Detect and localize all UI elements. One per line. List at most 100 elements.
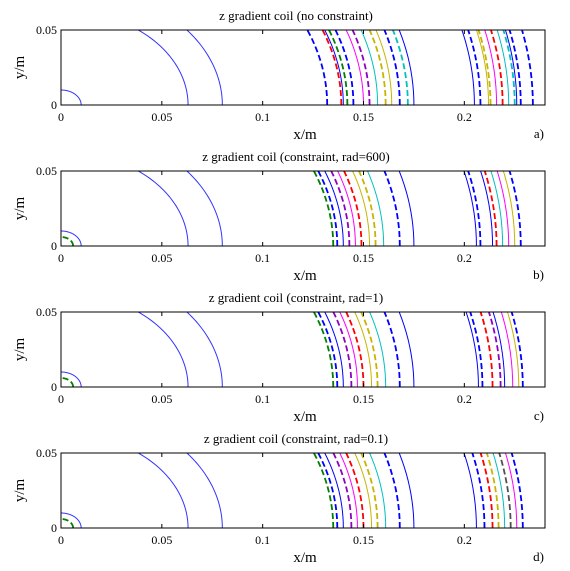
contour-line xyxy=(137,453,189,528)
x-tick-label: 0 xyxy=(58,110,64,124)
contour-line xyxy=(504,453,518,528)
panel-d: z gradient coil (constraint, rad=0.1) y/… xyxy=(12,431,546,566)
contour-line xyxy=(324,30,344,105)
plot-frame xyxy=(60,170,546,247)
contour-line xyxy=(321,30,343,105)
contour-line xyxy=(330,171,351,246)
contour-line xyxy=(398,30,415,105)
contour-line xyxy=(496,171,510,246)
contour-line xyxy=(312,312,335,387)
contour-line xyxy=(369,312,387,387)
panel-label: c) xyxy=(534,408,544,423)
plot-frame xyxy=(60,311,546,388)
contour-line xyxy=(317,171,339,246)
x-tick-label: 0.05 xyxy=(151,251,172,265)
contour-line xyxy=(352,171,371,246)
curves xyxy=(61,171,522,246)
contour-line xyxy=(510,453,524,528)
contour-line xyxy=(383,171,401,246)
contour-line xyxy=(345,312,365,387)
contour-line xyxy=(324,171,344,246)
panel-c: z gradient coil (constraint, rad=1) y/m … xyxy=(12,290,546,425)
x-tick-label: 0.15 xyxy=(353,110,374,124)
panel-label: a) xyxy=(534,126,544,141)
plot-frame xyxy=(60,452,546,529)
x-tick-label: 0.1 xyxy=(255,392,270,406)
chart-title: z gradient coil (constraint, rad=600) xyxy=(202,149,389,164)
contour-line xyxy=(479,312,494,387)
contour-line xyxy=(383,453,401,528)
contour-line xyxy=(463,453,477,528)
contour-line xyxy=(317,453,339,528)
panel-label: b) xyxy=(533,267,544,282)
contour-line xyxy=(502,171,516,246)
contour-line xyxy=(186,30,223,105)
contour-line xyxy=(480,171,494,246)
contour-line xyxy=(61,236,74,246)
contour-line xyxy=(360,453,379,528)
y-tick-label: 0.05 xyxy=(36,305,57,319)
contour-line xyxy=(345,453,365,528)
x-tick-label: 0.15 xyxy=(353,392,374,406)
contour-line xyxy=(61,89,82,105)
x-tick-label: 0.1 xyxy=(255,533,270,547)
contour-line xyxy=(479,453,494,528)
contour-line xyxy=(328,30,349,105)
x-tick-label: 0.05 xyxy=(151,533,172,547)
chart-title: z gradient coil (constraint, rad=1) xyxy=(209,290,383,305)
contour-line xyxy=(61,512,82,528)
x-tick-label: 0.2 xyxy=(457,533,472,547)
contour-line xyxy=(487,312,502,387)
panel-label: d) xyxy=(533,549,544,564)
contour-line xyxy=(343,171,363,246)
contour-line xyxy=(498,453,512,528)
contour-line xyxy=(332,453,353,528)
x-axis-label: x/m xyxy=(293,127,317,143)
contour-line xyxy=(137,30,189,105)
ticks: 0 0.05 0.1 0.15 0.2 0 0.05 xyxy=(36,164,545,265)
curves xyxy=(61,30,534,105)
contour-line xyxy=(332,312,353,387)
chart-title: z gradient coil (constraint, rad=0.1) xyxy=(204,431,388,446)
contour-line xyxy=(485,453,500,528)
curves xyxy=(61,312,524,387)
x-tick-label: 0.1 xyxy=(255,251,270,265)
x-axis-label: x/m xyxy=(293,268,317,284)
contour-line xyxy=(366,171,385,246)
contour-line xyxy=(506,312,520,387)
contour-line xyxy=(471,453,486,528)
contour-line xyxy=(360,30,379,105)
y-axis-label: y/m xyxy=(12,338,28,362)
x-axis-label: x/m xyxy=(293,409,317,425)
x-tick-label: 0.15 xyxy=(353,251,374,265)
contour-line xyxy=(137,312,189,387)
y-tick-label: 0 xyxy=(51,380,57,394)
x-tick-label: 0.05 xyxy=(151,110,172,124)
y-axis-label: y/m xyxy=(12,197,28,221)
contour-line xyxy=(186,312,223,387)
contour-line xyxy=(360,312,379,387)
contour-line xyxy=(391,30,409,105)
contour-line xyxy=(369,453,387,528)
contour-line xyxy=(383,30,401,105)
contour-line xyxy=(469,312,484,387)
contour-line xyxy=(324,312,344,387)
x-tick-label: 0.15 xyxy=(353,533,374,547)
contour-line xyxy=(186,453,223,528)
y-axis-label: y/m xyxy=(12,56,28,80)
contour-line xyxy=(345,30,364,105)
contour-line xyxy=(324,453,344,528)
contour-line xyxy=(312,453,335,528)
panel-a: z gradient coil (no constraint) y/m x/m … xyxy=(12,8,546,143)
x-tick-label: 0 xyxy=(58,533,64,547)
contour-line xyxy=(508,171,522,246)
contour-line xyxy=(510,312,524,387)
contour-line xyxy=(398,171,415,246)
y-tick-label: 0 xyxy=(51,239,57,253)
ticks: 0 0.05 0.1 0.15 0.2 0 0.05 xyxy=(36,446,545,547)
contour-line xyxy=(368,30,387,105)
y-tick-label: 0.05 xyxy=(36,446,57,460)
contour-line xyxy=(492,312,506,387)
contour-line xyxy=(398,312,415,387)
ticks: 0 0.05 0.1 0.15 0.2 0 0.05 xyxy=(36,305,545,406)
